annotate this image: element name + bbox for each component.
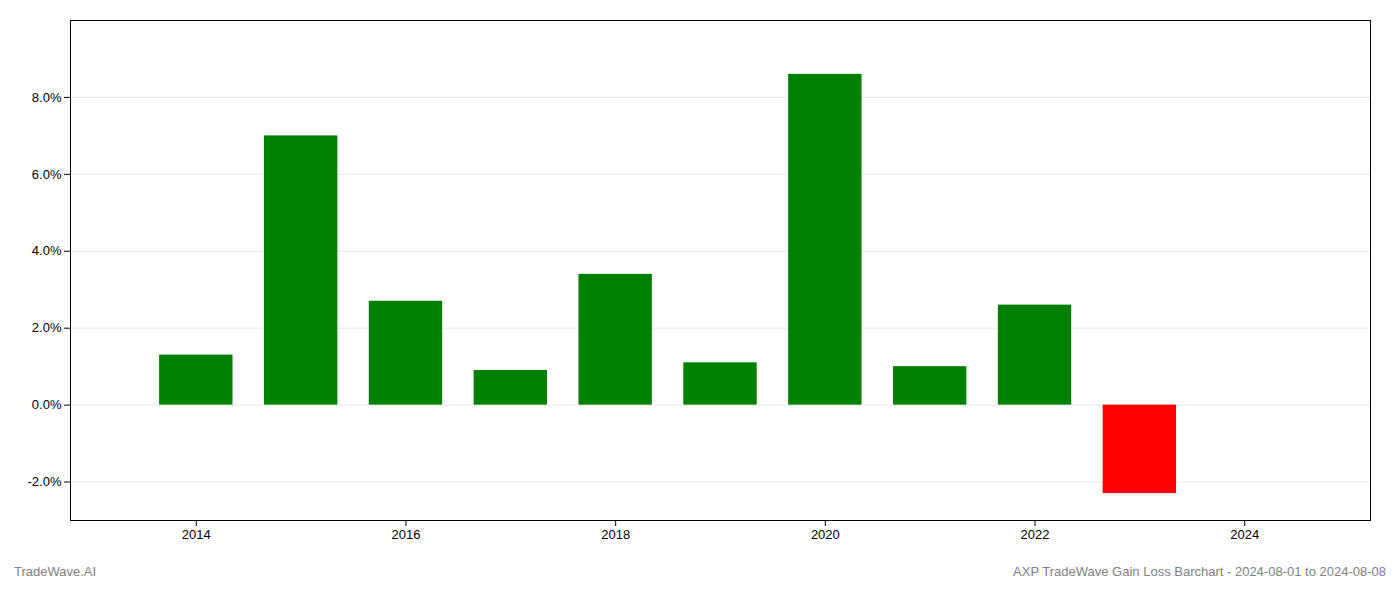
svg-text:2014: 2014 bbox=[182, 527, 211, 542]
svg-text:2020: 2020 bbox=[811, 527, 840, 542]
svg-text:0.0%: 0.0% bbox=[32, 397, 62, 412]
svg-text:-2.0%: -2.0% bbox=[28, 474, 62, 489]
svg-text:2.0%: 2.0% bbox=[32, 320, 62, 335]
html-text:AXP TradeWave Gain Loss Barcha: AXP TradeWave Gain Loss Barchart - 2024-… bbox=[1013, 564, 1386, 579]
svg-text:2016: 2016 bbox=[392, 527, 421, 542]
svg-text:6.0%: 6.0% bbox=[32, 167, 62, 182]
svg-text:2022: 2022 bbox=[1021, 527, 1050, 542]
svg-text:2024: 2024 bbox=[1230, 527, 1259, 542]
svg-text:8.0%: 8.0% bbox=[32, 90, 62, 105]
svg-text:2018: 2018 bbox=[601, 527, 630, 542]
svg-text:4.0%: 4.0% bbox=[32, 243, 62, 258]
html-text:TradeWave.AI: TradeWave.AI bbox=[14, 564, 97, 579]
